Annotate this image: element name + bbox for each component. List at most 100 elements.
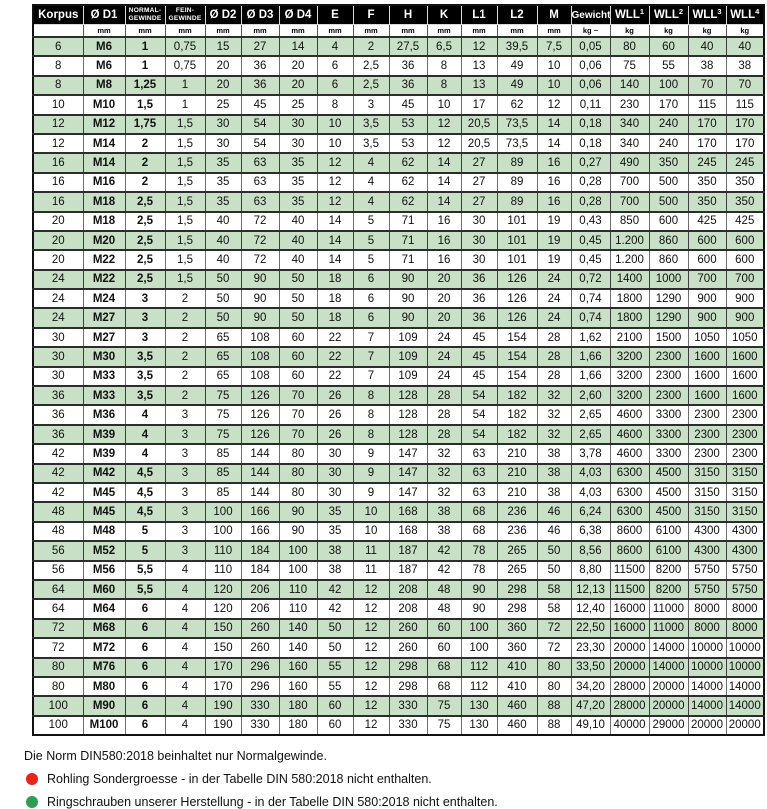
header-cell: F	[352, 5, 390, 25]
table-cell: 28	[536, 366, 572, 387]
table-cell: 24	[426, 366, 462, 387]
table-cell: 48	[32, 501, 84, 523]
table-cell: 64	[32, 578, 84, 601]
green-dot-icon	[26, 796, 38, 809]
table-cell: 1600	[687, 366, 727, 387]
table-cell: 63	[460, 482, 498, 503]
table-cell: 12	[352, 578, 390, 601]
table-cell: 4	[316, 35, 354, 58]
table-cell: 1290	[648, 307, 689, 329]
table-cell: 20000	[725, 715, 765, 736]
table-cell: 19	[536, 211, 572, 232]
header-cell: L2	[496, 5, 538, 25]
table-cell: 30	[32, 346, 84, 368]
table-cell: 144	[240, 462, 280, 485]
table-cell: 190	[204, 715, 242, 736]
table-cell: 3	[164, 462, 206, 485]
table-cell: 12	[352, 715, 390, 736]
table-cell: 38	[316, 560, 354, 581]
table-cell: 2300	[648, 366, 689, 387]
table-cell: 27	[460, 172, 498, 193]
table-cell: 350	[725, 191, 765, 213]
table-cell: 28	[426, 404, 462, 426]
table-cell: 1.200	[609, 229, 650, 252]
table-cell: 4,5	[124, 462, 166, 485]
table-cell: 154	[496, 327, 538, 348]
spec-table: Korpus Ø D1 NORMAL- GEWINDE FEIN- GEWINDE Ø D2…	[32, 4, 765, 737]
table-cell: 425	[687, 211, 727, 232]
table-cell: 2100	[609, 327, 650, 348]
table-cell: 4	[164, 715, 206, 736]
table-cell: 16	[32, 191, 84, 213]
table-cell: 144	[240, 443, 280, 465]
table-cell: 860	[648, 249, 689, 271]
table-cell: 30	[32, 327, 84, 348]
table-cell: 20	[278, 55, 318, 77]
table-cell: 3150	[687, 501, 727, 523]
table-cell: 36	[460, 268, 498, 291]
table-cell: 1,5	[164, 191, 206, 213]
header-cell: L1	[460, 5, 498, 25]
table-cell: 2	[164, 385, 206, 407]
table-cell: 500	[648, 172, 689, 193]
table-cell: 147	[388, 482, 428, 503]
table-cell: 55	[316, 656, 354, 678]
table-cell: 68	[426, 656, 462, 678]
table-cell: 73,5	[496, 133, 538, 154]
table-cell: 10000	[725, 656, 765, 678]
table-cell: 75	[609, 55, 650, 77]
table-cell: 260	[388, 637, 428, 659]
table-cell: 0,06	[570, 55, 611, 77]
table-cell: 90	[240, 268, 280, 291]
table-row: 64 M64 6 4 120 206 110 42 12 208 48 90 298 58 12,40 160…	[32, 598, 765, 620]
table-cell: 340	[609, 113, 650, 135]
table-cell: 6100	[648, 540, 689, 562]
table-cell: 38	[316, 540, 354, 562]
table-cell: 180	[278, 695, 318, 717]
table-cell: 140	[609, 74, 650, 97]
table-cell: 24	[536, 268, 572, 291]
table-cell: 110	[278, 578, 318, 601]
table-cell: M14	[82, 133, 126, 154]
table-cell: 1,25	[124, 74, 166, 97]
table-cell: 40	[204, 211, 242, 232]
table-cell: 4	[164, 598, 206, 620]
table-cell: 42	[316, 578, 354, 601]
table-cell: M33	[82, 385, 126, 407]
table-cell: 2,65	[570, 404, 611, 426]
table-cell: 90	[388, 288, 428, 309]
table-cell: 19	[536, 249, 572, 271]
table-cell: 36	[388, 74, 428, 97]
table-cell: 68	[460, 501, 498, 523]
table-cell: 90	[388, 307, 428, 329]
table-row: 42 M45 4,5 3 85 144 80 30 9 147 32 63 210 38 4,03 6300 4…	[32, 482, 765, 503]
table-cell: 20	[426, 288, 462, 309]
table-cell: 65	[204, 346, 242, 368]
table-cell: 126	[240, 404, 280, 426]
table-row: 30 M30 3,5 2 65 108 60 22 7 109 24 45 154 28 1,66 3200 2…	[32, 346, 765, 368]
table-cell: 35	[278, 152, 318, 174]
table-cell: 460	[496, 715, 538, 736]
table-cell: 100	[204, 521, 242, 542]
table-cell: 40	[278, 249, 318, 271]
table-cell: 3	[164, 482, 206, 503]
table-row: 6 M6 1 0,75 15 27 14 4 2 27,5 6,5 12 39,5 7,5 0,05 80 60…	[32, 35, 765, 58]
table-cell: 330	[240, 715, 280, 736]
table-cell: 8	[32, 74, 84, 97]
table-row: 72 M72 6 4 150 260 140 50 12 260 60 100 360 72 23,30 20…	[32, 637, 765, 659]
table-row: 80 M80 6 4 170 296 160 55 12 298 68 112 410 80 34,20 28…	[32, 676, 765, 697]
table-cell: 68	[426, 676, 462, 697]
table-cell: 70	[278, 385, 318, 407]
table-cell: 4500	[648, 462, 689, 485]
table-cell: 24	[536, 307, 572, 329]
table-cell: 360	[496, 637, 538, 659]
table-cell: 1800	[609, 307, 650, 329]
table-cell: 700	[609, 172, 650, 193]
table-cell: 0,75	[164, 35, 206, 58]
table-cell: 73,5	[496, 113, 538, 135]
table-cell: 60	[426, 637, 462, 659]
table-cell: 5	[124, 540, 166, 562]
table-cell: 700	[609, 191, 650, 213]
table-cell: 62	[388, 172, 428, 193]
table-cell: M42	[82, 462, 126, 485]
